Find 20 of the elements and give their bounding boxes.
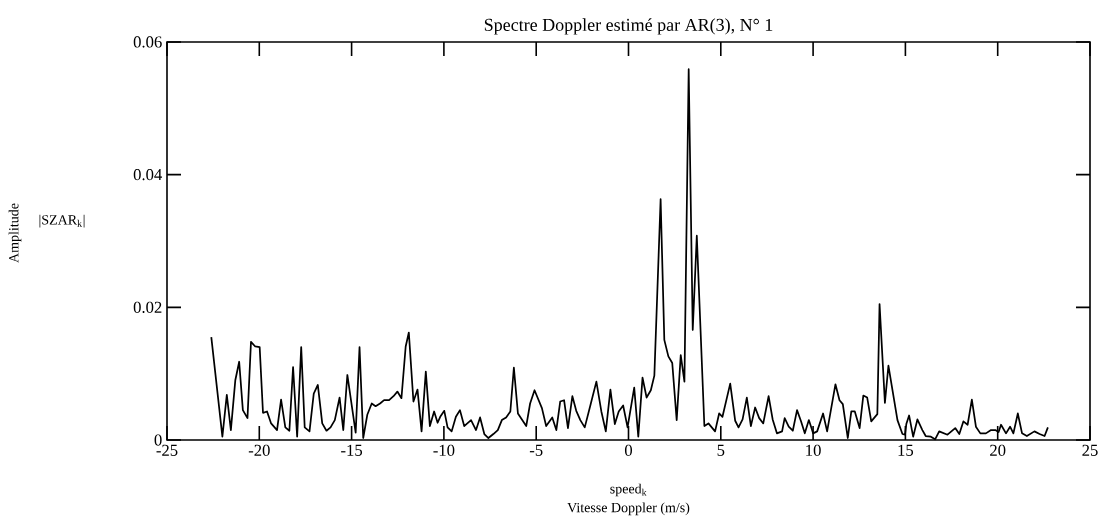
x-tick-label: -15 [341,444,363,456]
x-tick-label: -25 [156,444,178,456]
y-tick-label: 0.04 [133,169,163,181]
x-tick-label: -20 [248,444,270,456]
y-tick-label: 0.02 [133,301,162,313]
x-tick-label: 0 [624,444,633,456]
x-tick-label: 25 [1082,444,1098,456]
text: |SZAR$_{k}$| [39,214,85,228]
x-tick-label: -5 [529,444,543,456]
x-tick-label: 5 [717,444,725,456]
x-axis-title: Vitesse Doppler (m/s) [567,502,690,516]
x-tick-label: -10 [433,444,455,456]
chart-title: Spectre Doppler estimé par AR(3), N° 1 [484,18,773,35]
y-tick-label: 0 [154,434,162,446]
x-tick-label: 10 [806,444,821,456]
y-tick-label: 0.06 [133,36,162,48]
text: Amplitude [8,203,22,263]
x-tick-label: 15 [898,444,914,456]
text: speed$_{k}$ [610,483,647,497]
x-tick-label: 20 [990,444,1006,456]
